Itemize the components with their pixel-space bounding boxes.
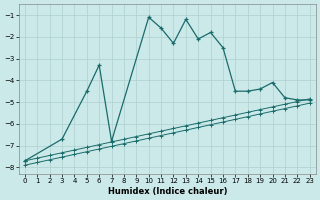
X-axis label: Humidex (Indice chaleur): Humidex (Indice chaleur)	[108, 187, 227, 196]
